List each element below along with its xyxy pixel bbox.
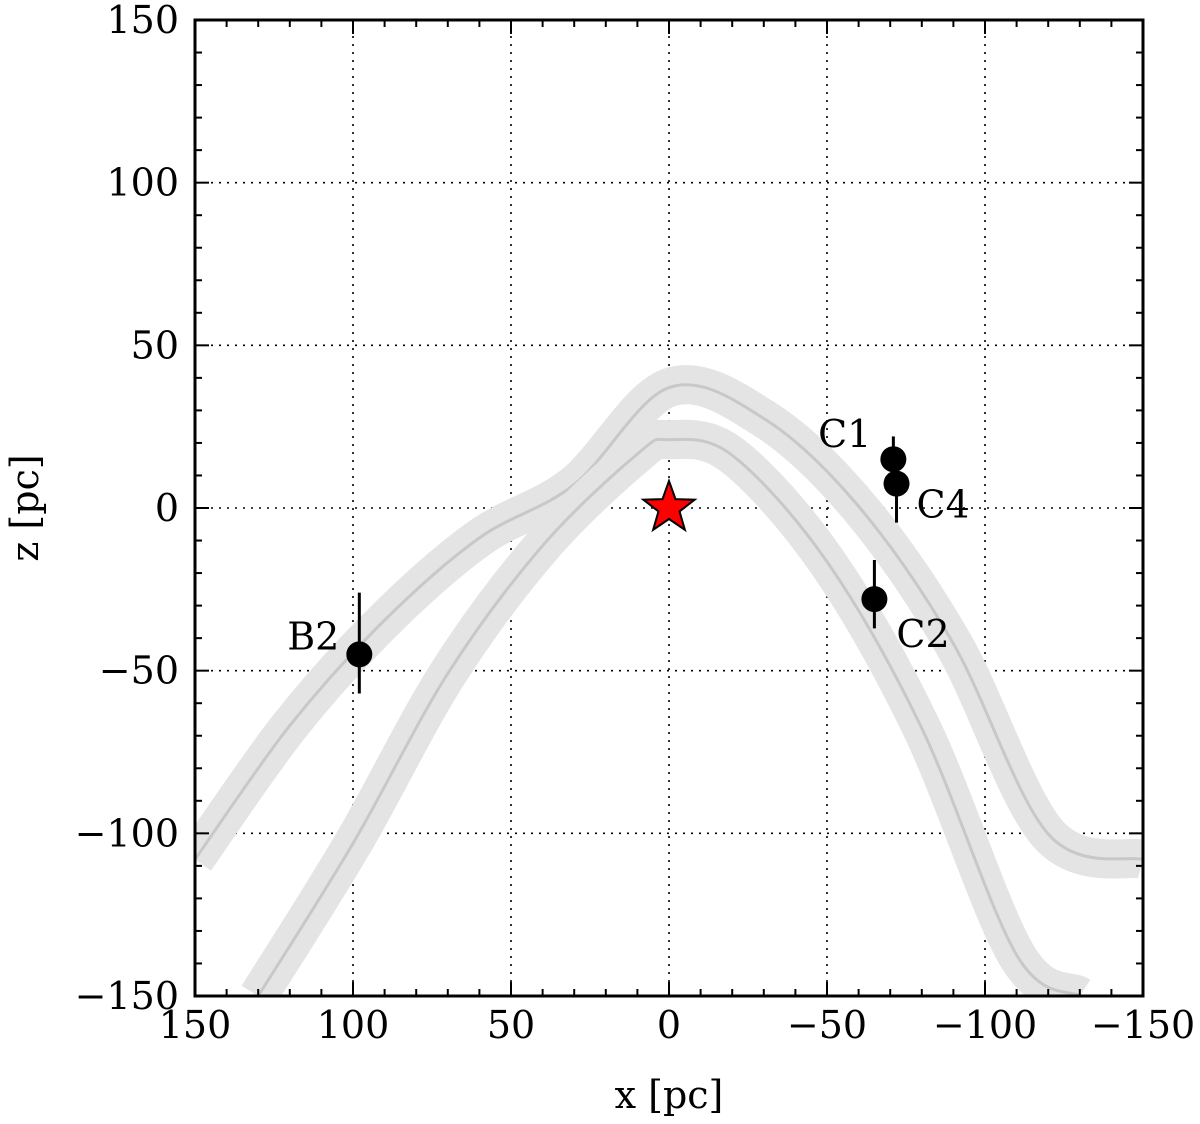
y-tick-label: −100 [75, 811, 179, 855]
y-tick-label: 100 [106, 161, 179, 205]
marker [640, 478, 698, 533]
y-tick-label: 0 [155, 486, 179, 530]
y-tick-label: −50 [99, 649, 179, 693]
data-point [883, 470, 910, 497]
x-tick-label: −150 [1091, 1003, 1195, 1047]
x-tick-label: 100 [317, 1003, 390, 1047]
data-point [880, 446, 907, 473]
x-tick-label: 0 [657, 1003, 681, 1047]
plot-frame [193, 18, 1145, 998]
y-axis-label: z [pc] [3, 454, 47, 561]
data-point [346, 641, 373, 668]
point-label: C4 [917, 483, 970, 527]
point-label: C1 [818, 412, 871, 456]
x-tick-label: −100 [933, 1003, 1037, 1047]
data-point [861, 586, 888, 613]
x-tick-label: 150 [159, 1003, 232, 1047]
inner-band-center [256, 437, 1081, 996]
x-axis-label: x [pc] [615, 1073, 724, 1117]
y-tick-label: 50 [131, 323, 179, 367]
y-tick-label: 150 [106, 0, 179, 42]
x-tick-label: 50 [487, 1003, 535, 1047]
y-tick-label: −150 [75, 974, 179, 1018]
point-label: C2 [896, 612, 949, 656]
star-icon [640, 478, 698, 533]
data-points: B2 C1 C4 C2 [287, 412, 970, 668]
x-tick-label: −50 [787, 1003, 867, 1047]
point-label: B2 [287, 614, 339, 658]
